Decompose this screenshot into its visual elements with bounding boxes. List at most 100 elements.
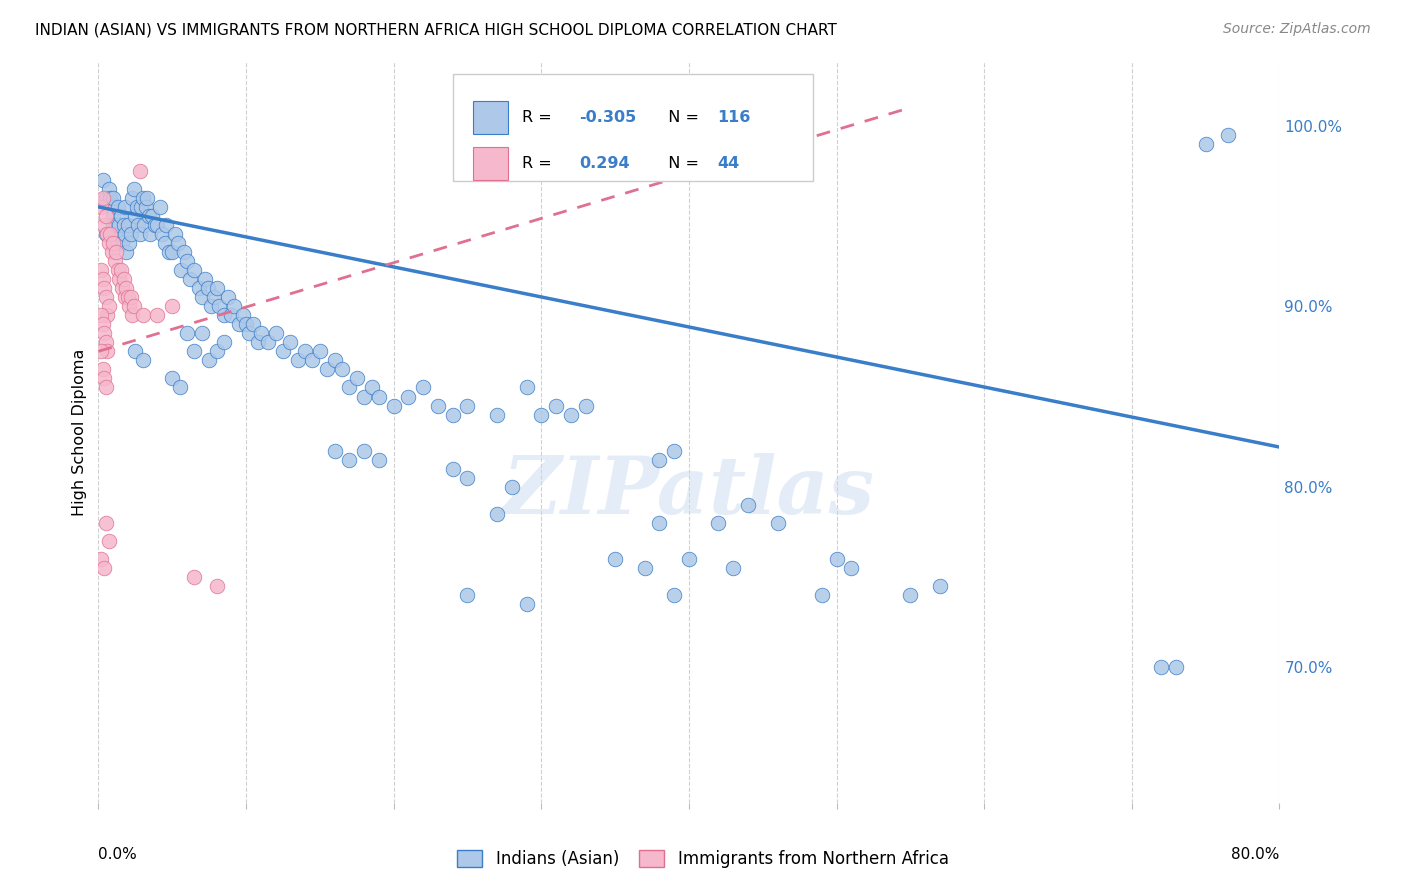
- Point: [224, 299, 246, 313]
- Point: [97, 533, 120, 548]
- Point: [271, 344, 294, 359]
- Point: [205, 281, 228, 295]
- Point: [132, 308, 155, 322]
- Point: [605, 552, 627, 566]
- Point: [486, 408, 509, 422]
- Point: [515, 597, 537, 611]
- Point: [146, 308, 169, 322]
- Point: [217, 290, 239, 304]
- Point: [120, 227, 142, 241]
- Point: [100, 200, 122, 214]
- Point: [132, 191, 155, 205]
- Point: [1164, 660, 1187, 674]
- Point: [135, 200, 157, 214]
- Point: [309, 344, 332, 359]
- Point: [246, 335, 269, 350]
- Text: N =: N =: [658, 110, 704, 125]
- Point: [112, 218, 135, 232]
- Point: [212, 335, 235, 350]
- Point: [162, 299, 183, 313]
- Point: [138, 209, 160, 223]
- Point: [128, 227, 150, 241]
- Point: [187, 281, 209, 295]
- Text: 0.294: 0.294: [579, 156, 630, 170]
- Point: [91, 362, 114, 376]
- Point: [723, 561, 745, 575]
- Point: [153, 235, 176, 250]
- Point: [107, 200, 129, 214]
- Point: [486, 507, 509, 521]
- Point: [546, 399, 568, 413]
- Point: [360, 380, 382, 394]
- Point: [139, 227, 162, 241]
- Point: [96, 227, 118, 241]
- Point: [97, 182, 120, 196]
- Point: [633, 561, 655, 575]
- Point: [94, 290, 117, 304]
- Point: [928, 579, 950, 593]
- Point: [114, 290, 136, 304]
- Point: [232, 308, 254, 322]
- Point: [219, 308, 242, 322]
- Point: [93, 218, 115, 232]
- Point: [129, 200, 152, 214]
- Text: R =: R =: [523, 156, 562, 170]
- Point: [162, 245, 183, 260]
- Point: [316, 362, 339, 376]
- Point: [183, 263, 205, 277]
- Point: [294, 344, 316, 359]
- Point: [1195, 136, 1218, 151]
- Point: [112, 272, 135, 286]
- Point: [91, 191, 114, 205]
- Point: [110, 209, 132, 223]
- Point: [353, 443, 375, 458]
- Text: N =: N =: [658, 156, 704, 170]
- Point: [103, 218, 125, 232]
- Point: [108, 218, 131, 232]
- Point: [530, 408, 553, 422]
- Y-axis label: High School Diploma: High School Diploma: [72, 349, 87, 516]
- Point: [104, 254, 127, 268]
- Point: [427, 399, 450, 413]
- FancyBboxPatch shape: [453, 73, 813, 181]
- Point: [323, 443, 346, 458]
- Point: [323, 353, 346, 368]
- Point: [141, 209, 163, 223]
- Point: [143, 218, 166, 232]
- Point: [707, 516, 730, 530]
- Point: [115, 245, 138, 260]
- Point: [441, 461, 464, 475]
- Point: [441, 408, 464, 422]
- Point: [103, 235, 125, 250]
- Point: [766, 516, 789, 530]
- Text: 116: 116: [717, 110, 751, 125]
- Point: [205, 579, 228, 593]
- Point: [456, 399, 478, 413]
- Point: [91, 173, 114, 187]
- Point: [238, 326, 260, 341]
- Point: [117, 290, 139, 304]
- Point: [93, 281, 115, 295]
- Point: [132, 353, 155, 368]
- Point: [176, 326, 198, 341]
- Point: [115, 281, 138, 295]
- Point: [90, 344, 112, 359]
- Point: [103, 191, 125, 205]
- Point: [560, 408, 582, 422]
- Text: 44: 44: [717, 156, 740, 170]
- Point: [198, 353, 221, 368]
- Point: [90, 308, 112, 322]
- Point: [346, 371, 368, 385]
- Point: [93, 371, 115, 385]
- Point: [368, 452, 391, 467]
- Point: [257, 335, 280, 350]
- Point: [100, 245, 122, 260]
- Point: [93, 326, 115, 341]
- Point: [664, 443, 686, 458]
- Point: [515, 380, 537, 394]
- Text: Source: ZipAtlas.com: Source: ZipAtlas.com: [1223, 22, 1371, 37]
- Point: [1216, 128, 1239, 142]
- Text: R =: R =: [523, 110, 557, 125]
- Point: [118, 299, 141, 313]
- Legend: Indians (Asian), Immigrants from Northern Africa: Indians (Asian), Immigrants from Norther…: [451, 843, 955, 875]
